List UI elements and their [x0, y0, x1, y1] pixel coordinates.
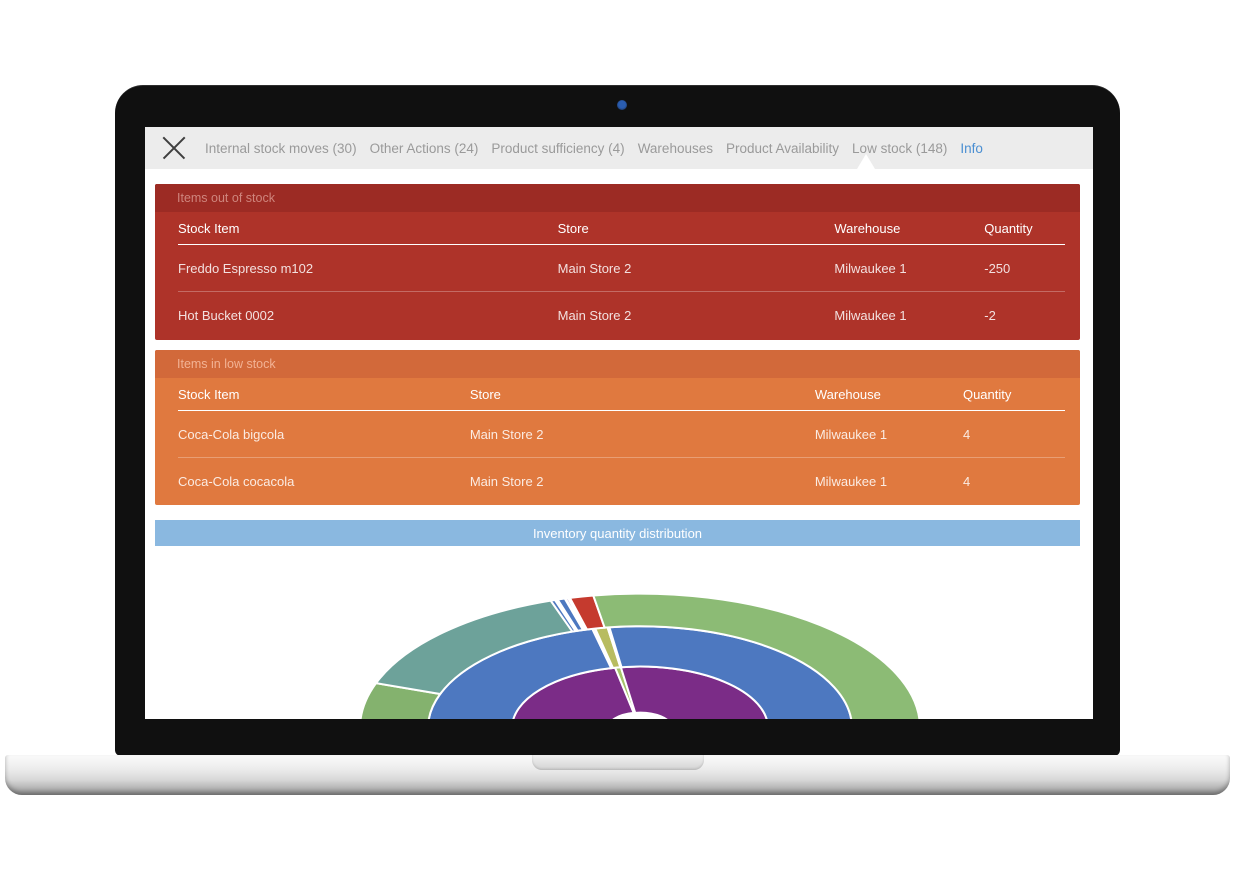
column-header: Store: [557, 220, 589, 236]
table-cell: Milwaukee 1: [814, 473, 888, 489]
table-cell: Coca-Cola cocacola: [178, 473, 295, 489]
column-header: Quantity: [962, 386, 1012, 402]
panel-title: Items in low stock: [155, 350, 1080, 378]
table-cell: Hot Bucket 0002: [178, 307, 275, 323]
table-cell: Main Store 2: [557, 260, 632, 276]
tab-other-actions-24[interactable]: Other Actions (24): [369, 140, 479, 156]
column-header: Warehouse: [814, 386, 881, 402]
sunburst-segment[interactable]: [566, 598, 586, 630]
chart-area: al Store - City Mall /for: [145, 546, 1093, 719]
low-stock-panel: Items in low stock Stock Item Store Wareho…: [155, 350, 1080, 505]
sunburst-chart[interactable]: [145, 546, 1093, 719]
active-tab-caret: [857, 154, 875, 169]
table-cell: Freddo Espresso m102: [178, 260, 314, 276]
tab-warehouses[interactable]: Warehouses: [637, 140, 713, 156]
tab-low-stock-148[interactable]: Low stock (148): [852, 140, 948, 156]
app-window: Internal stock moves (30) Other Actions (…: [145, 127, 1093, 719]
tab-product-availability[interactable]: Product Availability: [725, 140, 840, 156]
table-cell: Main Store 2: [557, 307, 632, 323]
table-cell: Milwaukee 1: [834, 307, 907, 323]
column-header: Store: [469, 386, 501, 402]
tab-internal-stock-moves-30[interactable]: Internal stock moves (30): [205, 140, 357, 156]
table-cell: Main Store 2: [469, 426, 544, 442]
table-cell: 4: [962, 473, 971, 489]
table-cell: 4: [962, 426, 971, 442]
tab-info[interactable]: Info: [960, 140, 983, 156]
table-cell: Milwaukee 1: [834, 260, 907, 276]
panel-title: Items out of stock: [155, 184, 1080, 212]
tab-product-sufficiency-4[interactable]: Product sufficiency (4): [491, 140, 625, 156]
table-row[interactable]: Coca-Cola cocacola Main Store 2 Milwaukee …: [178, 457, 1065, 504]
table-cell: -2: [984, 307, 996, 323]
chart-title: Inventory quantity distribution: [155, 520, 1080, 546]
sunburst-center-hole: [614, 712, 666, 719]
out-of-stock-panel: Items out of stock Stock Item Store Wareho…: [155, 184, 1080, 340]
table-cell: Main Store 2: [469, 473, 544, 489]
table-cell: -250: [984, 260, 1011, 276]
column-header: Stock Item: [178, 386, 240, 402]
close-icon[interactable]: [159, 134, 189, 162]
table-row[interactable]: Coca-Cola bigcola Main Store 2 Milwaukee 1…: [178, 411, 1065, 457]
laptop-base-notch: [532, 755, 704, 770]
top-navbar: Internal stock moves (30) Other Actions (…: [145, 127, 1093, 169]
webcam-icon: [617, 100, 627, 110]
sunburst-segment[interactable]: [551, 600, 576, 632]
tab-bar: Internal stock moves (30) Other Actions (…: [205, 127, 983, 169]
table-row[interactable]: Freddo Espresso m102 Main Store 2 Milwauke…: [178, 245, 1065, 291]
table-row[interactable]: Hot Bucket 0002 Main Store 2 Milwaukee 1 -2: [178, 291, 1065, 338]
column-header: Quantity: [984, 220, 1033, 236]
column-header: Stock Item: [178, 220, 240, 236]
table-cell: Milwaukee 1: [814, 426, 888, 442]
sunburst-segment[interactable]: [593, 594, 920, 719]
column-header: Warehouse: [834, 220, 901, 236]
table-cell: Coca-Cola bigcola: [178, 426, 285, 442]
